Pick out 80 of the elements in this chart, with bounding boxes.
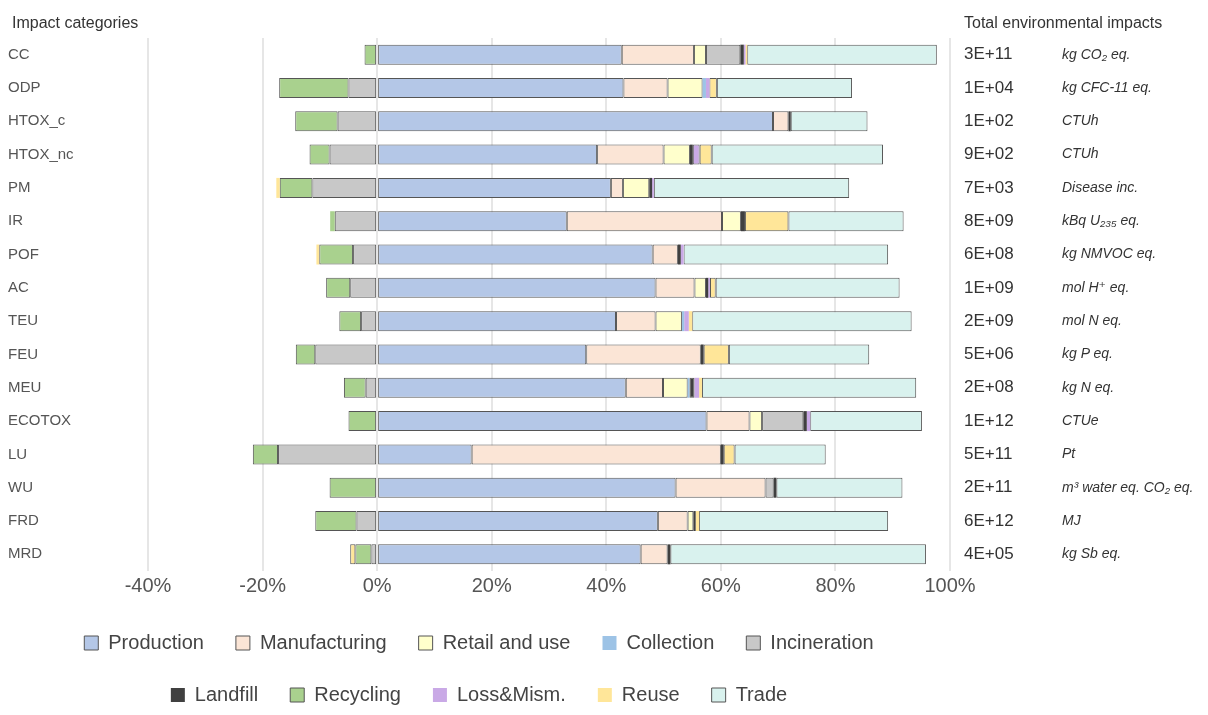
- bar: [276, 177, 280, 198]
- y-tick-label: TEU: [8, 311, 38, 329]
- x-tick-label: 20%: [471, 573, 512, 596]
- text: kg NMVOC eq.: [1062, 245, 1157, 262]
- bar: [693, 511, 696, 532]
- legend-label: Production: [108, 630, 204, 653]
- legend-label: Collection: [626, 630, 715, 653]
- bar: [689, 144, 693, 165]
- text: 6E+12: [964, 510, 1014, 530]
- bar: [740, 211, 745, 232]
- legend-label: Loss&Mism.: [456, 682, 566, 705]
- legend-label: Manufacturing: [259, 630, 387, 653]
- y-tick-label: FEU: [8, 344, 38, 362]
- text: 1E+12: [964, 410, 1014, 430]
- text: MJ: [1062, 511, 1082, 528]
- text: CTUh: [1062, 145, 1099, 162]
- text: 5E+11: [964, 444, 1013, 464]
- y-tick-label: IR: [8, 211, 24, 229]
- legend-label: Incineration: [770, 630, 874, 653]
- x-tick-label: 0%: [362, 573, 392, 596]
- y-tick-label: LU: [8, 444, 28, 462]
- y-tick-label: POF: [8, 244, 39, 262]
- text: 2E+11: [964, 477, 1013, 497]
- text: m³ water eq. CO₂ eq.: [1062, 478, 1194, 495]
- text: 1E+09: [964, 277, 1014, 297]
- x-tick-label: 100%: [924, 573, 976, 596]
- y-tick-label: PM: [8, 178, 31, 196]
- y-tick-label: HTOX_nc: [8, 144, 75, 162]
- text: Disease inc.: [1062, 178, 1139, 195]
- legend-label: Retail and use: [442, 630, 571, 653]
- x-tick-label: 40%: [586, 573, 627, 596]
- text: CTUe: [1062, 411, 1099, 428]
- legend-label: Trade: [735, 682, 788, 705]
- bar: [699, 377, 702, 398]
- x-tick-label: -20%: [239, 573, 287, 596]
- text: kg CO₂ eq.: [1062, 45, 1131, 62]
- text: 9E+02: [964, 144, 1014, 164]
- legend-label: Reuse: [621, 682, 680, 705]
- text: 6E+08: [964, 244, 1014, 264]
- text: mol N eq.: [1062, 312, 1122, 329]
- text: kBq U₂₃₅ eq.: [1062, 212, 1140, 229]
- text: kg P eq.: [1062, 345, 1113, 362]
- text: kg N eq.: [1062, 378, 1115, 395]
- text: 5E+06: [964, 344, 1014, 364]
- y-axis-title: Impact categories: [12, 14, 139, 32]
- x-tick-label: 80%: [815, 573, 856, 596]
- text: 2E+08: [964, 377, 1014, 397]
- y-tick-label: MEU: [8, 377, 42, 395]
- text: kg CFC-11 eq.: [1062, 78, 1152, 95]
- text: kg Sb eq.: [1062, 545, 1122, 562]
- y-tick-label: AC: [8, 277, 29, 295]
- y-tick-label: ODP: [8, 78, 41, 96]
- text: 4E+05: [964, 544, 1014, 564]
- text: mol H⁺ eq.: [1062, 278, 1130, 295]
- bar: [788, 111, 791, 132]
- text: 2E+09: [964, 310, 1014, 330]
- x-tick-label: 60%: [700, 573, 742, 596]
- legend-label: Recycling: [314, 682, 401, 705]
- text: 8E+09: [964, 210, 1014, 230]
- y-tick-label: CC: [8, 44, 30, 62]
- bar: [803, 411, 807, 432]
- x-tick-label: -40%: [124, 573, 172, 596]
- y-tick-label: MRD: [8, 544, 43, 562]
- text: Total environmental impacts: [964, 14, 1163, 32]
- y-tick-label: ECOTOX: [8, 411, 72, 429]
- text: Pt: [1062, 445, 1077, 462]
- legend-label: Landfill: [194, 682, 259, 705]
- bar: [684, 311, 689, 332]
- text: 1E+04: [964, 77, 1014, 97]
- bar: [330, 211, 335, 232]
- y-tick-label: FRD: [8, 511, 39, 529]
- bar: [700, 344, 704, 365]
- text: 7E+03: [964, 177, 1014, 197]
- text: 3E+11: [964, 44, 1013, 64]
- text: 1E+02: [964, 110, 1014, 130]
- bar: [316, 244, 320, 265]
- bar: [720, 444, 724, 465]
- y-tick-label: HTOX_c: [8, 111, 66, 129]
- y-tick-label: WU: [8, 477, 33, 495]
- text: CTUh: [1062, 112, 1099, 129]
